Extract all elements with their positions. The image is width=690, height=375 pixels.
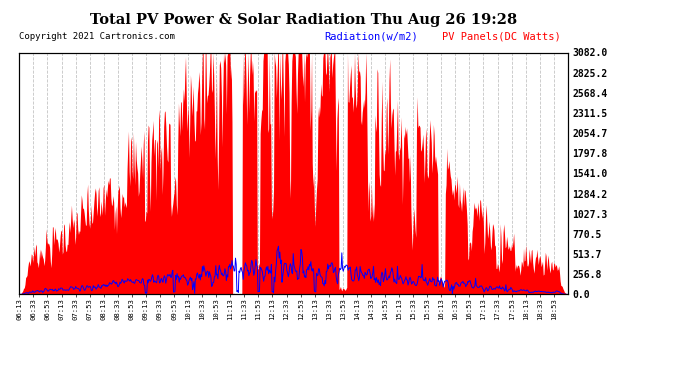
Text: Radiation(w/m2): Radiation(w/m2) xyxy=(324,32,418,42)
Text: Total PV Power & Solar Radiation Thu Aug 26 19:28: Total PV Power & Solar Radiation Thu Aug… xyxy=(90,13,518,27)
Text: Copyright 2021 Cartronics.com: Copyright 2021 Cartronics.com xyxy=(19,32,175,41)
Text: PV Panels(DC Watts): PV Panels(DC Watts) xyxy=(442,32,560,42)
